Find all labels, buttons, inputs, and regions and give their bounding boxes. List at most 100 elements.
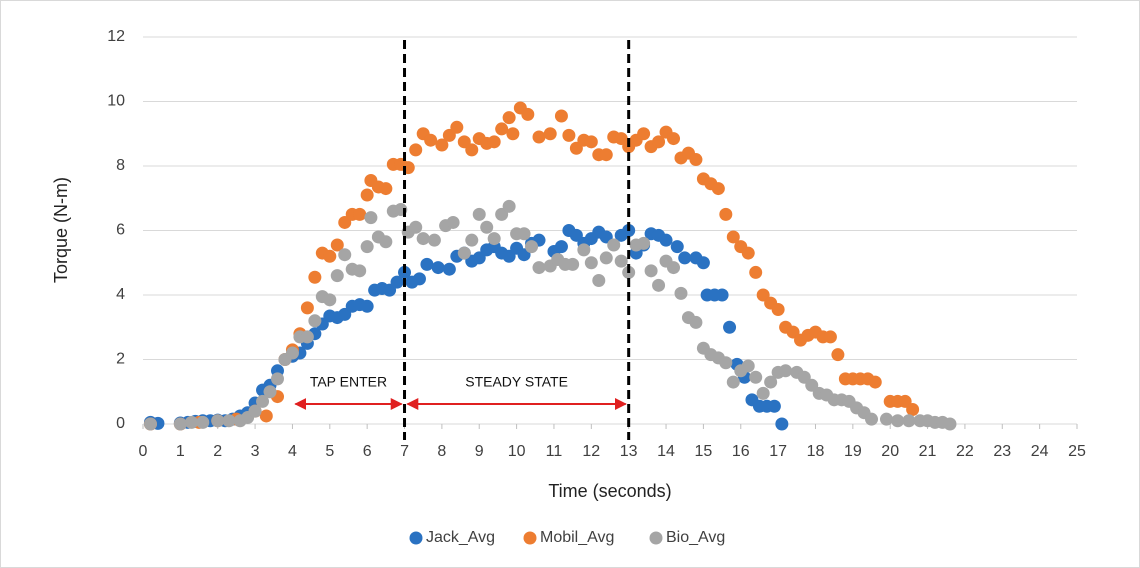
- point: [831, 348, 845, 362]
- point: [696, 256, 710, 270]
- point: [943, 417, 957, 431]
- point: [353, 207, 367, 221]
- point: [584, 135, 598, 149]
- point: [689, 315, 703, 329]
- point: [211, 414, 225, 428]
- point: [427, 233, 441, 247]
- point: [719, 356, 733, 370]
- point: [678, 251, 692, 265]
- point: [749, 370, 763, 384]
- point: [659, 233, 673, 247]
- y-tick-label: 0: [116, 415, 125, 432]
- point: [330, 269, 344, 283]
- x-tick-label: 7: [400, 443, 409, 460]
- point: [554, 240, 568, 254]
- point: [667, 132, 681, 146]
- point: [764, 375, 778, 389]
- point: [424, 133, 438, 147]
- x-tick-label: 14: [657, 443, 675, 460]
- point: [726, 375, 740, 389]
- x-tick-label: 8: [437, 443, 446, 460]
- y-tick-label: 2: [116, 351, 125, 368]
- point: [360, 299, 374, 313]
- point: [517, 227, 531, 241]
- point: [409, 143, 423, 157]
- point: [270, 372, 284, 386]
- point: [465, 233, 479, 247]
- point: [412, 272, 426, 286]
- point: [457, 246, 471, 260]
- point: [409, 220, 423, 234]
- point: [300, 330, 314, 344]
- point: [379, 235, 393, 249]
- point: [723, 320, 737, 334]
- point: [543, 127, 557, 141]
- point: [487, 232, 501, 246]
- point: [196, 415, 210, 429]
- point: [446, 215, 460, 229]
- point: [637, 127, 651, 141]
- point: [767, 399, 781, 413]
- x-tick-label: 11: [546, 443, 563, 460]
- point: [592, 273, 606, 287]
- legend-marker: [523, 531, 537, 545]
- x-tick-label: 1: [176, 443, 185, 460]
- x-tick-label: 3: [251, 443, 260, 460]
- point: [330, 238, 344, 252]
- point: [566, 257, 580, 271]
- point: [285, 346, 299, 360]
- phase-label: TAP ENTER: [310, 374, 387, 390]
- point: [741, 359, 755, 373]
- x-tick-label: 0: [139, 443, 148, 460]
- point: [259, 409, 273, 423]
- point: [891, 414, 905, 428]
- point: [637, 236, 651, 250]
- point: [584, 256, 598, 270]
- x-axis-title: Time (seconds): [548, 481, 671, 501]
- x-tick-label: 22: [956, 443, 974, 460]
- x-tick-label: 5: [325, 443, 334, 460]
- point: [323, 293, 337, 307]
- y-tick-label: 10: [107, 93, 125, 110]
- x-tick-label: 2: [213, 443, 222, 460]
- legend-label: Mobil_Avg: [540, 529, 614, 546]
- point: [823, 330, 837, 344]
- point: [360, 240, 374, 254]
- point: [248, 404, 262, 418]
- point: [879, 412, 893, 426]
- x-tick-label: 12: [582, 443, 600, 460]
- point: [502, 111, 516, 125]
- legend-label: Bio_Avg: [666, 529, 725, 546]
- point: [670, 240, 684, 254]
- point: [360, 188, 374, 202]
- point: [143, 417, 157, 431]
- point: [652, 135, 666, 149]
- point: [607, 238, 621, 252]
- point: [711, 182, 725, 196]
- x-tick-label: 9: [475, 443, 484, 460]
- point: [256, 394, 270, 408]
- point: [379, 182, 393, 196]
- x-tick-label: 16: [732, 443, 750, 460]
- y-tick-label: 6: [116, 222, 125, 239]
- y-tick-label: 4: [116, 286, 125, 303]
- legend-label: Jack_Avg: [426, 529, 495, 546]
- x-tick-label: 6: [363, 443, 372, 460]
- point: [185, 415, 199, 429]
- point: [480, 220, 494, 234]
- point: [756, 386, 770, 400]
- point: [749, 265, 763, 279]
- x-tick-label: 17: [769, 443, 787, 460]
- point: [353, 264, 367, 278]
- point: [614, 254, 628, 268]
- point: [487, 135, 501, 149]
- point: [300, 301, 314, 315]
- phase-label: STEADY STATE: [465, 374, 568, 390]
- y-tick-label: 12: [107, 28, 125, 45]
- point: [308, 270, 322, 284]
- point: [674, 286, 688, 300]
- point: [771, 303, 785, 317]
- point: [442, 262, 456, 276]
- point: [726, 230, 740, 244]
